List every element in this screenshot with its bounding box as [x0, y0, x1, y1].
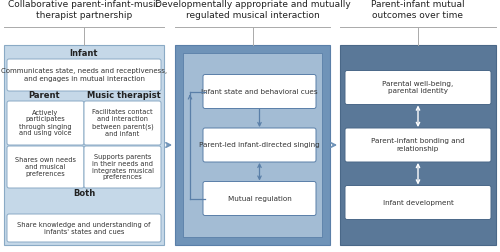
- Text: Both: Both: [73, 188, 95, 198]
- FancyBboxPatch shape: [7, 59, 161, 91]
- FancyBboxPatch shape: [345, 71, 491, 105]
- Text: Infant state and behavioral cues: Infant state and behavioral cues: [201, 88, 318, 94]
- FancyBboxPatch shape: [203, 128, 316, 162]
- FancyBboxPatch shape: [345, 185, 491, 219]
- Text: Collaborative parent-infant-music
therapist partnership: Collaborative parent-infant-music therap…: [8, 0, 160, 20]
- FancyBboxPatch shape: [203, 181, 316, 215]
- FancyBboxPatch shape: [7, 101, 84, 145]
- FancyBboxPatch shape: [84, 146, 161, 188]
- Text: Parent-led infant-directed singing: Parent-led infant-directed singing: [199, 142, 320, 148]
- Bar: [340, 45, 496, 245]
- Text: Infant: Infant: [70, 49, 98, 58]
- Text: Share knowledge and understanding of
infants' states and cues: Share knowledge and understanding of inf…: [18, 222, 150, 235]
- Text: Mutual regulation: Mutual regulation: [228, 196, 292, 202]
- Text: Facilitates contact
and interaction
between parent(s)
and infant: Facilitates contact and interaction betw…: [92, 109, 154, 137]
- Text: Infant development: Infant development: [382, 200, 454, 205]
- Text: Actively
participates
through singing
and using voice: Actively participates through singing an…: [19, 110, 72, 137]
- Bar: [175, 45, 330, 245]
- Text: Communicates state, needs and receptiveness,
and engages in mutual interaction: Communicates state, needs and receptiven…: [1, 69, 167, 81]
- FancyBboxPatch shape: [203, 75, 316, 109]
- Text: Parent: Parent: [28, 91, 60, 101]
- Text: Parental well-being,
parental identity: Parental well-being, parental identity: [382, 81, 454, 94]
- FancyBboxPatch shape: [345, 128, 491, 162]
- Text: Developmentally appropriate and mutually
regulated musical interaction: Developmentally appropriate and mutually…: [154, 0, 350, 20]
- FancyBboxPatch shape: [7, 146, 84, 188]
- FancyBboxPatch shape: [84, 101, 161, 145]
- Text: Supports parents
in their needs and
integrates musical
preferences: Supports parents in their needs and inte…: [92, 153, 154, 180]
- FancyBboxPatch shape: [7, 214, 161, 242]
- Text: Shares own needs
and musical
preferences: Shares own needs and musical preferences: [15, 157, 76, 177]
- Text: Parent-infant bonding and
relationship: Parent-infant bonding and relationship: [371, 139, 465, 151]
- Bar: [183, 53, 322, 237]
- Bar: [4, 45, 164, 245]
- Text: Music therapist: Music therapist: [87, 91, 161, 101]
- Text: Parent-infant mutual
outcomes over time: Parent-infant mutual outcomes over time: [371, 0, 465, 20]
